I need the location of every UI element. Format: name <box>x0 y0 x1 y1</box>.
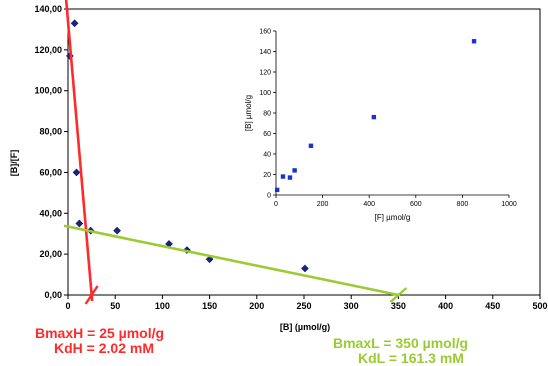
bmax-low-label: BmaxL = 350 µmol/g <box>333 335 469 351</box>
bmax-low-marker <box>389 287 408 303</box>
x-axis-title: [B] (µmol/g) <box>280 322 330 332</box>
inset-data-point <box>274 187 280 193</box>
data-point <box>72 168 81 177</box>
inset-y-tick-label: 40 <box>263 152 271 159</box>
kd-high-label: KdH = 2.02 mM <box>54 340 154 356</box>
data-point <box>113 226 122 235</box>
x-tick-label: 450 <box>485 301 500 311</box>
inset-x-tick-label: 600 <box>410 201 422 208</box>
inset-x-tick-label: 0 <box>274 201 278 208</box>
inset-y-axis-title: [B] µmol/g <box>244 95 253 131</box>
y-tick-label: 0,00 <box>44 290 62 300</box>
x-tick-label: 100 <box>155 301 170 311</box>
inset-y-tick-label: 100 <box>259 90 271 97</box>
inset-x-axis-title: [F] µmol/g <box>375 213 411 222</box>
x-tick-label: 350 <box>391 301 406 311</box>
x-tick-label: 0 <box>65 301 70 311</box>
inset-background <box>232 20 524 240</box>
x-tick-label: 250 <box>296 301 311 311</box>
low-affinity-annotation: BmaxL = 350 µmol/g KdL = 161.3 mM <box>333 336 468 366</box>
inset-data-point <box>280 174 286 179</box>
kd-low-label: KdL = 161.3 mM <box>358 350 464 366</box>
inset-x-tick-label: 400 <box>363 201 375 208</box>
y-tick-label: 100,00 <box>34 86 62 96</box>
inset-y-tick-label: 80 <box>263 111 271 118</box>
low-affinity-fit-line <box>63 224 399 297</box>
inset-y-tick-label: 0 <box>267 193 271 200</box>
y-tick-label: 120,00 <box>34 45 62 55</box>
y-tick-label: 40,00 <box>39 208 62 218</box>
main-tick-labels: 0 50 100 150 200 250 300 350 400 450 5000,0020,004… <box>34 4 547 311</box>
y-tick-label: 60,00 <box>39 167 62 177</box>
y-tick-label: 80,00 <box>39 127 62 137</box>
x-tick-label: 300 <box>344 301 359 311</box>
x-tick-label: 400 <box>438 301 453 311</box>
high-affinity-annotation: BmaxH = 25 µmol/g KdH = 2.02 mM <box>35 326 164 356</box>
inset-y-tick-label: 160 <box>259 29 271 36</box>
inset-x-tick-label: 1000 <box>501 201 517 208</box>
data-point <box>70 19 79 28</box>
bmax-high-label: BmaxH = 25 µmol/g <box>35 325 165 341</box>
x-tick-label: 150 <box>202 301 217 311</box>
y-tick-label: 140,00 <box>34 4 62 14</box>
inset-y-tick-label: 60 <box>263 131 271 138</box>
inset-y-tick-label: 120 <box>259 70 271 77</box>
x-tick-label: 50 <box>110 301 120 311</box>
inset-chart: 0 200 400 600 800 1000 0 20 40 60 80 100 120 140 160 [F… <box>232 20 524 240</box>
bmax-high-marker <box>84 285 99 305</box>
data-point <box>75 219 84 228</box>
inset-data-point <box>292 168 297 173</box>
inset-x-tick-label: 200 <box>317 201 329 208</box>
x-tick-label: 500 <box>532 301 547 311</box>
x-tick-label: 200 <box>249 301 264 311</box>
inset-x-tick-label: 800 <box>457 201 469 208</box>
inset-data-point <box>471 39 477 44</box>
inset-y-tick-label: 20 <box>263 172 271 179</box>
inset-data-point <box>287 175 293 180</box>
inset-data-point <box>308 143 314 148</box>
fit-lines <box>63 0 408 305</box>
inset-y-tick-label: 140 <box>259 49 271 56</box>
y-axis-title: [B]/[F] <box>9 150 19 177</box>
data-point <box>300 264 309 273</box>
high-affinity-fit-line <box>64 0 94 302</box>
inset-data-point <box>371 114 377 120</box>
y-tick-label: 20,00 <box>39 249 62 259</box>
